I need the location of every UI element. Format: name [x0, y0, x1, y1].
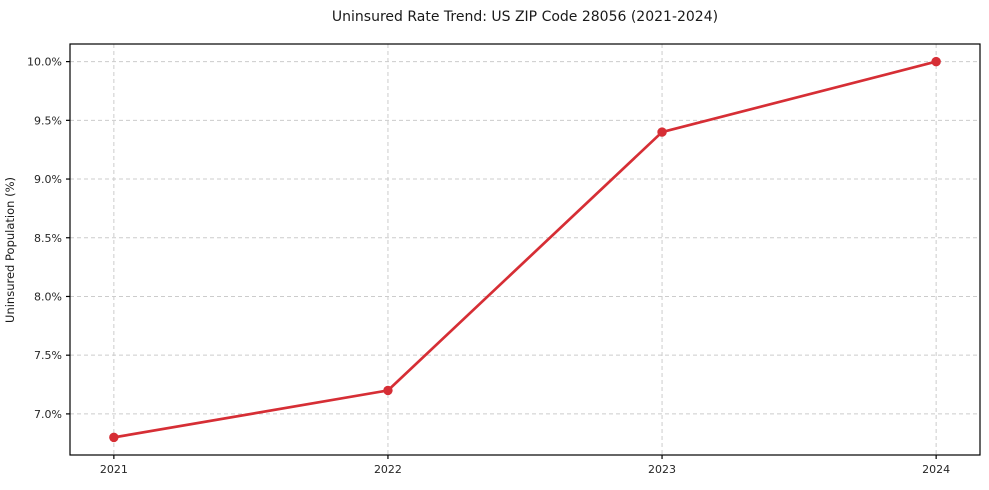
y-tick-label: 10.0%	[27, 56, 62, 69]
y-axis-label: Uninsured Population (%)	[3, 177, 17, 323]
y-tick-label: 9.0%	[34, 173, 62, 186]
y-tick-label: 8.5%	[34, 232, 62, 245]
x-tick-label: 2022	[374, 463, 402, 476]
y-tick-label: 8.0%	[34, 290, 62, 303]
series-layer	[109, 56, 941, 443]
y-tick-label: 7.5%	[34, 349, 62, 362]
data-point-marker	[657, 127, 667, 137]
plot-area-border	[69, 43, 981, 456]
y-tick-label: 9.5%	[34, 114, 62, 127]
data-point-marker	[931, 56, 941, 67]
y-tick-label: 7.0%	[34, 408, 62, 421]
data-point-marker	[383, 385, 393, 396]
x-tick-label: 2023	[648, 463, 676, 476]
data-point-marker	[109, 432, 119, 443]
x-tick-label: 2021	[100, 463, 128, 476]
trend-line	[112, 60, 938, 439]
axes-layer: 7.0% 7.5% 8.0% 8.5% 9.0% 9.5% 10.0% 2021 2022 202…	[27, 43, 981, 476]
x-tick-label: 2024	[922, 463, 950, 476]
chart-title: Uninsured Rate Trend: US ZIP Code 28056 …	[332, 9, 718, 25]
grid-layer	[70, 44, 980, 455]
